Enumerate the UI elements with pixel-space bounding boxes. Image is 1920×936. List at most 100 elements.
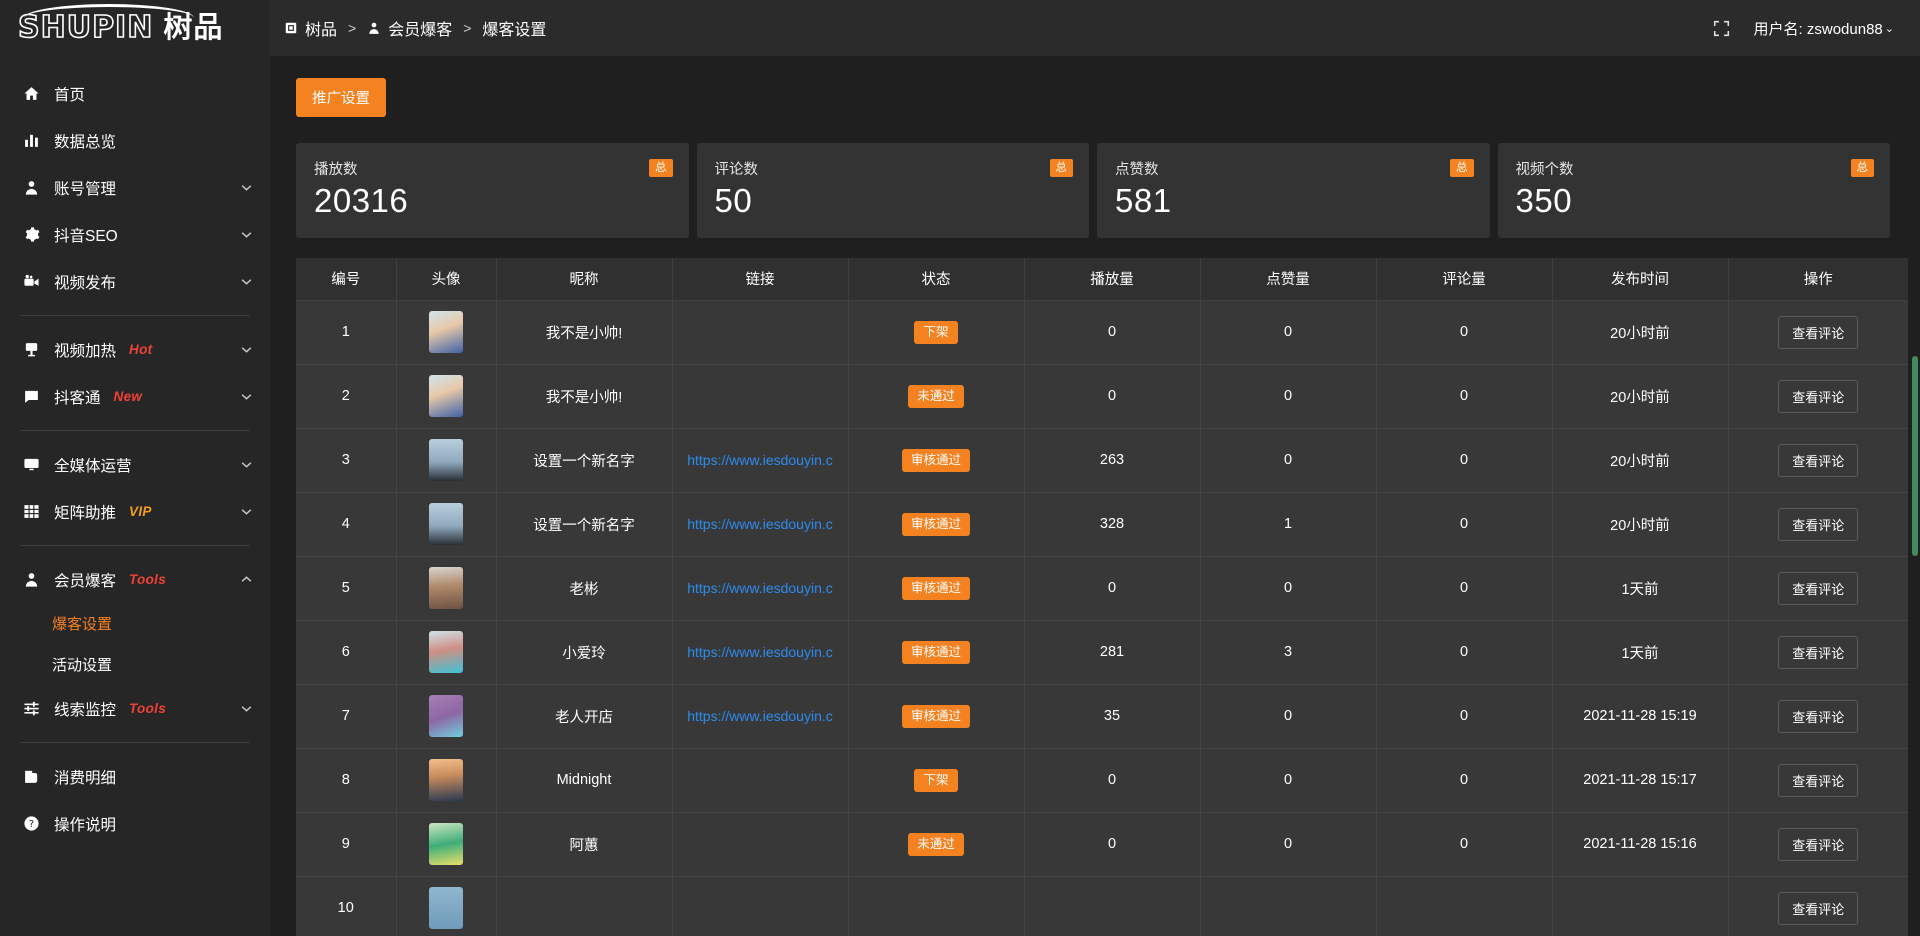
chevron-down-icon[interactable] (241, 184, 252, 191)
sidebar-item-consumption-detail[interactable]: 消费明细 (0, 753, 270, 800)
cell-avatar (396, 428, 497, 493)
cell-actions[interactable]: 查看评论 (1728, 364, 1908, 429)
chevron-down-icon[interactable] (241, 393, 252, 400)
cell-status[interactable]: 审核通过 (848, 684, 1025, 749)
sidebar-subitem-activity-settings[interactable]: 活动设置 (0, 644, 270, 685)
table-head: 编号 头像 昵称 链接 状态 播放量 点赞量 评论量 发布时间 操作 (296, 258, 1908, 301)
sidebar-item-label: 首页 (54, 86, 86, 104)
cell-status[interactable]: 审核通过 (848, 620, 1025, 685)
video-link[interactable]: https://www.iesdouyin.c (687, 452, 833, 468)
cell-link[interactable]: https://www.iesdouyin.c (672, 620, 849, 685)
status-badge[interactable]: 未通过 (908, 384, 964, 408)
status-badge[interactable]: 下架 (914, 768, 958, 792)
breadcrumb-item-member[interactable]: 会员爆客 (367, 16, 452, 40)
stat-card-plays: 总 播放数 20316 (296, 143, 689, 238)
view-comments-button[interactable]: 查看评论 (1778, 315, 1859, 349)
cell-actions[interactable]: 查看评论 (1728, 684, 1908, 749)
chevron-down-icon[interactable] (241, 461, 252, 468)
avatar (429, 887, 463, 929)
cell-actions[interactable]: 查看评论 (1728, 300, 1908, 365)
sidebar-item-video-boost[interactable]: 视频加热 Hot (0, 326, 270, 373)
chat-icon (20, 386, 42, 408)
cell-status[interactable]: 审核通过 (848, 492, 1025, 557)
chevron-down-icon[interactable] (241, 705, 252, 712)
status-badge[interactable]: 审核通过 (901, 640, 970, 664)
cell-status[interactable]: 未通过 (848, 812, 1025, 877)
view-comments-button[interactable]: 查看评论 (1778, 379, 1859, 413)
cell-avatar (396, 876, 497, 936)
cell-publish-time (1552, 876, 1729, 936)
status-badge[interactable]: 审核通过 (901, 576, 970, 600)
chevron-down-icon[interactable] (241, 508, 252, 515)
fullscreen-icon[interactable] (1713, 20, 1730, 37)
chevron-down-icon[interactable] (241, 278, 252, 285)
status-badge[interactable]: 审核通过 (901, 704, 970, 728)
logo-cn-text: 树品 (163, 12, 224, 44)
view-comments-button[interactable]: 查看评论 (1778, 827, 1859, 861)
video-link[interactable]: https://www.iesdouyin.c (687, 644, 833, 660)
status-badge[interactable]: 未通过 (908, 832, 964, 856)
view-comments-button[interactable]: 查看评论 (1778, 763, 1859, 797)
sidebar-item-account-management[interactable]: 账号管理 (0, 164, 270, 211)
cell-plays: 0 (1024, 300, 1201, 365)
sidebar-item-douke-tong[interactable]: 抖客通 New (0, 373, 270, 420)
sidebar-item-data-overview[interactable]: 数据总览 (0, 117, 270, 164)
cell-link[interactable]: https://www.iesdouyin.c (672, 556, 849, 621)
brand-logo[interactable]: SHUPIN 树品 (0, 0, 270, 56)
stat-card-value: 581 (1115, 182, 1172, 219)
sidebar-item-label: 消费明细 (54, 769, 117, 787)
view-comments-button[interactable]: 查看评论 (1778, 699, 1859, 733)
sidebar-item-video-publish[interactable]: 视频发布 (0, 258, 270, 305)
cell-status[interactable]: 下架 (848, 300, 1025, 365)
status-badge[interactable]: 审核通过 (901, 512, 970, 536)
sidebar-item-member-baoke[interactable]: 会员爆客 Tools (0, 556, 270, 603)
user-menu[interactable]: 用户名: zswodun88 ⌄ (1754, 18, 1894, 39)
cell-status[interactable]: 未通过 (848, 364, 1025, 429)
cell-actions[interactable]: 查看评论 (1728, 620, 1908, 685)
view-comments-button[interactable]: 查看评论 (1778, 443, 1859, 477)
cell-plays: 328 (1024, 492, 1201, 557)
sidebar-divider (20, 315, 250, 316)
cell-link[interactable]: https://www.iesdouyin.c (672, 492, 849, 557)
cell-likes (1200, 876, 1377, 936)
cell-actions[interactable]: 查看评论 (1728, 492, 1908, 557)
topbar: 树品 > 会员爆客 > 爆客设置 (270, 0, 1920, 56)
cell-actions[interactable]: 查看评论 (1728, 428, 1908, 493)
sidebar-item-matrix-boost[interactable]: 矩阵助推 VIP (0, 488, 270, 535)
status-badge[interactable]: 下架 (914, 320, 958, 344)
sidebar-subitem-baoke-settings[interactable]: 爆客设置 (0, 603, 270, 644)
breadcrumb-item-root[interactable]: 树品 (284, 16, 337, 40)
cell-actions[interactable]: 查看评论 (1728, 876, 1908, 936)
view-comments-button[interactable]: 查看评论 (1778, 571, 1859, 605)
view-comments-button[interactable]: 查看评论 (1778, 635, 1859, 669)
sidebar-item-operation-guide[interactable]: ? 操作说明 (0, 800, 270, 847)
chevron-down-icon[interactable] (241, 346, 252, 353)
vertical-scrollbar[interactable] (1912, 356, 1918, 556)
col-header-time: 发布时间 (1552, 258, 1729, 301)
video-link[interactable]: https://www.iesdouyin.c (687, 580, 833, 596)
video-link[interactable]: https://www.iesdouyin.c (687, 708, 833, 724)
sidebar-item-home[interactable]: 首页 (0, 70, 270, 117)
sidebar-item-all-media-ops[interactable]: 全媒体运营 (0, 441, 270, 488)
chevron-down-icon[interactable] (241, 231, 252, 238)
cell-actions[interactable]: 查看评论 (1728, 748, 1908, 813)
cell-actions[interactable]: 查看评论 (1728, 812, 1908, 877)
topbar-right: 用户名: zswodun88 ⌄ (1713, 18, 1894, 39)
promote-settings-button[interactable]: 推广设置 (296, 78, 386, 117)
view-comments-button[interactable]: 查看评论 (1778, 891, 1859, 925)
cell-status[interactable]: 审核通过 (848, 428, 1025, 493)
sidebar-item-douyin-seo[interactable]: 抖音SEO (0, 211, 270, 258)
cell-link[interactable]: https://www.iesdouyin.c (672, 428, 849, 493)
cell-actions[interactable]: 查看评论 (1728, 556, 1908, 621)
view-comments-button[interactable]: 查看评论 (1778, 507, 1859, 541)
chevron-up-icon[interactable] (241, 576, 252, 583)
cell-status[interactable]: 下架 (848, 748, 1025, 813)
cell-comments: 0 (1376, 492, 1553, 557)
sidebar-item-lead-monitor[interactable]: 线索监控 Tools (0, 685, 270, 732)
video-link[interactable]: https://www.iesdouyin.c (687, 516, 833, 532)
cell-status[interactable]: 审核通过 (848, 556, 1025, 621)
status-badge[interactable]: 审核通过 (901, 448, 970, 472)
cell-comments: 0 (1376, 556, 1553, 621)
cell-link[interactable]: https://www.iesdouyin.c (672, 684, 849, 749)
col-header-plays: 播放量 (1024, 258, 1201, 301)
